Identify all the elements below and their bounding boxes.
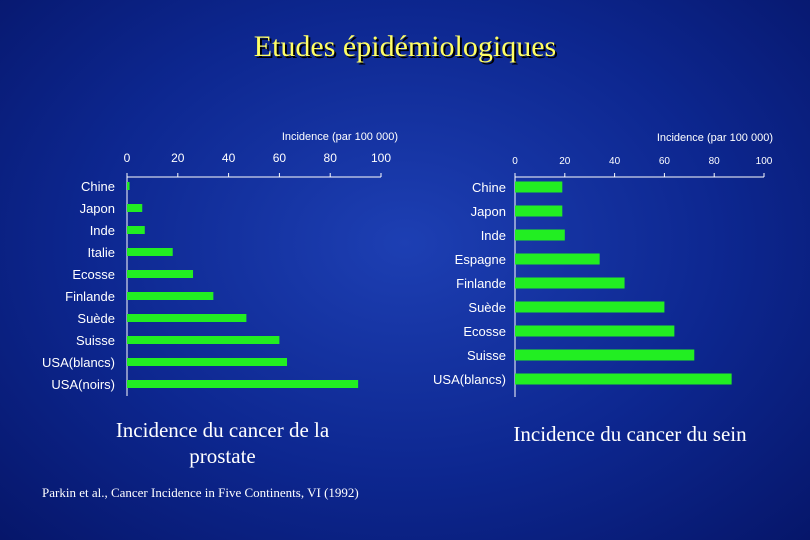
breast-category-label: Japon (471, 204, 506, 219)
breast-bar (515, 349, 695, 361)
prostate-axis-title: Incidence (par 100 000) (282, 131, 398, 143)
breast-bar (515, 181, 563, 193)
breast-category-label: USA(blancs) (433, 372, 506, 387)
breast-tick-label-100: 100 (756, 156, 773, 167)
prostate-category-label: Suisse (76, 333, 115, 348)
prostate-bar (127, 270, 194, 278)
citation: Parkin et al., Cancer Incidence in Five … (42, 485, 359, 500)
prostate-bar (127, 314, 247, 322)
breast-tick-label-0: 0 (512, 156, 518, 167)
prostate-category-label: Finlande (65, 289, 115, 304)
caption-prostate-line1: Incidence du cancer de la (115, 418, 330, 442)
prostate-tick-label-0: 0 (124, 151, 131, 165)
caption-prostate: Incidence du cancer de la prostate (90, 417, 355, 469)
prostate-bar (127, 380, 359, 388)
breast-category-label: Finlande (456, 276, 506, 291)
prostate-category-label: Japon (80, 201, 115, 216)
prostate-category-label: Inde (90, 223, 115, 238)
breast-category-label: Chine (472, 180, 506, 195)
caption-prostate-line2: prostate (189, 444, 256, 468)
breast-category-label: Inde (481, 228, 506, 243)
prostate-bar (127, 292, 214, 300)
prostate-tick-label-60: 60 (273, 151, 287, 165)
breast-tick-label-20: 20 (559, 156, 571, 167)
prostate-category-label: USA(blancs) (42, 355, 115, 370)
prostate-bar (127, 226, 145, 234)
breast-bar (515, 373, 732, 385)
breast-tick-label-80: 80 (709, 156, 721, 167)
breast-bar (515, 229, 565, 241)
breast-bar (515, 325, 675, 337)
breast-bar (515, 205, 563, 217)
prostate-tick-label-100: 100 (371, 151, 391, 165)
breast-bar (515, 253, 600, 265)
prostate-category-label: USA(noirs) (51, 377, 115, 392)
prostate-category-label: Italie (88, 245, 115, 260)
prostate-tick-label-40: 40 (222, 151, 236, 165)
breast-tick-label-60: 60 (659, 156, 671, 167)
prostate-bar (127, 204, 143, 212)
breast-category-label: Suisse (467, 348, 506, 363)
prostate-bar (127, 248, 173, 256)
breast-category-label: Espagne (455, 252, 506, 267)
prostate-bar (127, 182, 130, 190)
breast-category-label: Ecosse (463, 324, 506, 339)
breast-category-label: Suède (468, 300, 506, 315)
prostate-category-label: Ecosse (72, 267, 115, 282)
slide-title: Etudes épidémiologiques (253, 30, 557, 63)
prostate-bar (127, 336, 280, 344)
prostate-category-label: Chine (81, 179, 115, 194)
prostate-tick-label-80: 80 (324, 151, 338, 165)
breast-tick-label-40: 40 (609, 156, 621, 167)
breast-bar (515, 301, 665, 313)
breast-bar (515, 277, 625, 289)
prostate-tick-label-20: 20 (171, 151, 185, 165)
prostate-category-label: Suède (77, 311, 115, 326)
breast-axis-title: Incidence (par 100 000) (657, 132, 773, 144)
prostate-bar (127, 358, 288, 366)
caption-breast: Incidence du cancer du sein (513, 422, 747, 446)
